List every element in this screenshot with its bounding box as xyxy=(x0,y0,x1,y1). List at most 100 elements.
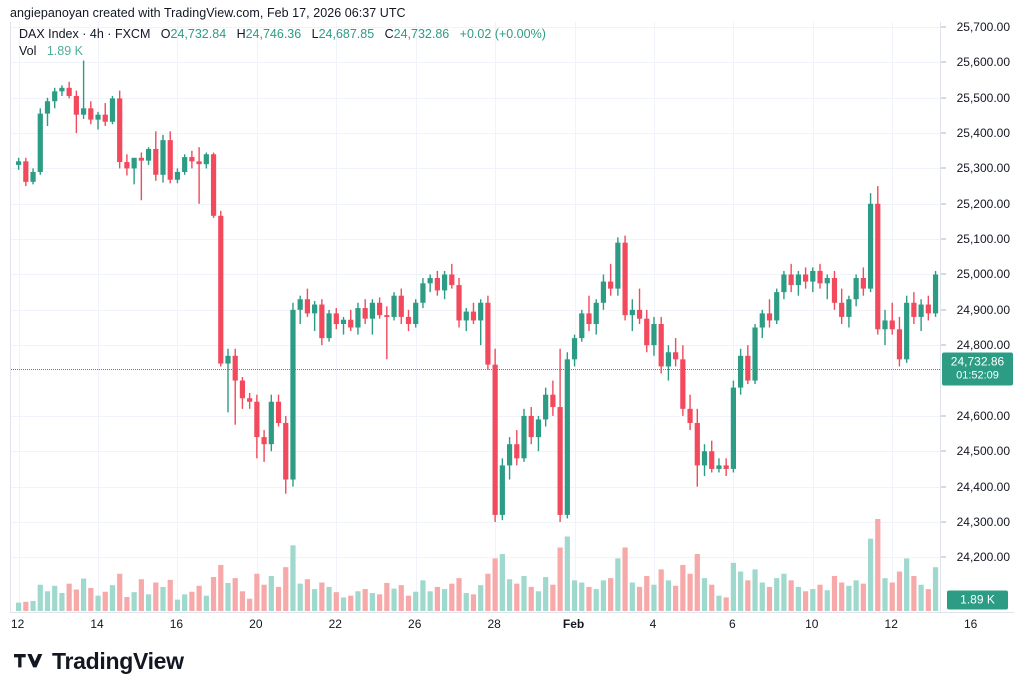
volume-bar xyxy=(810,589,816,611)
chart-legend[interactable]: DAX Index · 4h · FXCM O24,732.84 H24,746… xyxy=(19,26,546,60)
candle-body xyxy=(644,318,650,346)
volume-bar xyxy=(543,577,549,611)
candle-body xyxy=(593,302,599,324)
price-tick-label: 24,300.00 xyxy=(956,514,1010,529)
volume-bar xyxy=(795,586,801,611)
volume-bar xyxy=(362,589,368,611)
candle-body xyxy=(52,91,58,102)
price-tick-label: 25,100.00 xyxy=(956,232,1010,247)
volume-bar xyxy=(499,554,505,611)
gridline-horizontal xyxy=(11,203,940,205)
volume-bar xyxy=(478,585,484,611)
volume-bar xyxy=(586,586,592,611)
volume-bar xyxy=(30,600,36,611)
candle-body xyxy=(694,422,700,466)
volume-bar xyxy=(420,580,426,611)
volume-bar xyxy=(781,573,787,611)
candle-body xyxy=(80,108,87,115)
time-tick-label: 16 xyxy=(169,617,184,631)
candle-body xyxy=(44,101,51,114)
price-tick-label: 24,200.00 xyxy=(956,550,1010,565)
candle-body xyxy=(441,274,448,291)
gridline-horizontal xyxy=(11,239,940,241)
candle-wick xyxy=(97,111,99,130)
candle-body xyxy=(326,313,332,339)
candle-body xyxy=(831,278,838,303)
candle-body xyxy=(709,451,715,469)
time-axis[interactable]: 12141620222628Feb4610121618 xyxy=(10,612,1014,634)
gridline-vertical xyxy=(256,22,258,612)
candle-body xyxy=(629,309,635,316)
volume-bar xyxy=(723,597,729,611)
volume-bar xyxy=(831,575,838,611)
legend-low-value: 24,687.85 xyxy=(318,27,375,41)
candle-wick xyxy=(638,288,641,324)
candle-body xyxy=(66,87,72,96)
candle-body xyxy=(355,308,361,328)
candle-body xyxy=(340,319,347,324)
price-tick-label: 24,400.00 xyxy=(956,479,1010,494)
volume-badge: 1.89 K xyxy=(947,590,1008,610)
gridline-horizontal xyxy=(11,486,940,488)
gridline-vertical xyxy=(733,22,735,612)
legend-close-key: C xyxy=(384,27,394,41)
candle-body xyxy=(275,401,282,423)
candle-body xyxy=(232,355,238,381)
volume-bar xyxy=(514,583,520,611)
volume-bar xyxy=(774,578,780,611)
volume-bar xyxy=(153,582,159,611)
candle-body xyxy=(23,161,29,182)
gridline-vertical xyxy=(18,22,20,612)
legend-close-value: 24,732.86 xyxy=(393,27,450,41)
candle-body xyxy=(362,308,368,319)
volume-bar xyxy=(759,582,765,611)
volume-bar xyxy=(189,591,195,611)
gridline-horizontal xyxy=(11,168,940,170)
legend-symbol[interactable]: DAX Index xyxy=(19,27,79,41)
price-tick-mark xyxy=(941,26,946,28)
volume-bar xyxy=(138,579,144,611)
volume-bar xyxy=(434,586,440,611)
candle-body xyxy=(759,313,765,328)
price-axis[interactable]: 25,700.00 25,600.00 25,500.00 25,400.00 25,3… xyxy=(940,20,1014,612)
chart-plot-area[interactable]: DAX Index · 4h · FXCM O24,732.84 H24,746… xyxy=(10,22,940,612)
volume-bar xyxy=(521,575,527,611)
candle-body xyxy=(485,302,491,365)
candle-body xyxy=(636,309,643,319)
volume-bar xyxy=(88,588,94,611)
volume-bar xyxy=(196,585,202,611)
volume-bar xyxy=(932,567,939,611)
volume-bar xyxy=(283,567,289,611)
volume-bar xyxy=(254,573,260,611)
candle-body xyxy=(88,108,94,120)
candle-body xyxy=(124,162,130,169)
volume-bar xyxy=(492,558,498,611)
candle-body xyxy=(109,98,116,122)
volume-bar xyxy=(95,595,101,611)
gridline-horizontal xyxy=(11,415,940,417)
candle-wick xyxy=(313,301,316,332)
price-tick-label: 24,800.00 xyxy=(956,338,1010,353)
candle-body xyxy=(810,270,816,282)
candle-wick xyxy=(140,152,143,201)
price-tick-mark xyxy=(941,203,946,205)
volume-bar xyxy=(456,578,462,611)
candle-wick xyxy=(104,103,106,126)
price-tick-mark xyxy=(941,238,946,240)
volume-bar xyxy=(52,585,58,611)
volume-bar xyxy=(608,578,614,611)
current-price-badge[interactable]: 24,732.86 01:52:09 xyxy=(942,352,1013,386)
time-tick-label: Feb xyxy=(562,617,585,631)
legend-exchange: FXCM xyxy=(114,27,151,41)
legend-interval[interactable]: 4h xyxy=(89,27,104,41)
candle-body xyxy=(918,304,924,317)
candle-body xyxy=(535,419,542,438)
volume-bar xyxy=(557,547,563,611)
candle-wick xyxy=(386,306,388,360)
candle-body xyxy=(377,302,383,316)
candle-body xyxy=(896,329,903,360)
volume-bar xyxy=(326,586,332,611)
candle-body xyxy=(738,355,744,388)
candle-body xyxy=(239,380,246,399)
volume-bar xyxy=(911,575,917,611)
